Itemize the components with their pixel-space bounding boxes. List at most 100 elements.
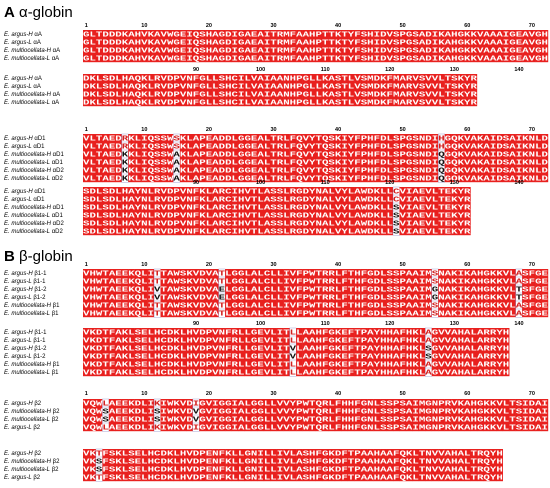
residue-cell xyxy=(154,150,161,159)
residue: S xyxy=(328,144,335,152)
residue-cell xyxy=(276,150,284,159)
residue-cell xyxy=(160,150,168,159)
residue-cell xyxy=(83,38,90,47)
residue: K xyxy=(522,144,529,152)
residue-cell xyxy=(431,142,439,151)
residue: A xyxy=(483,152,490,160)
residue-cell xyxy=(296,46,303,55)
residue: V xyxy=(425,76,432,84)
residue-cell xyxy=(347,38,355,47)
residue-cell xyxy=(457,134,465,143)
residue-cell xyxy=(302,38,310,47)
residue: I xyxy=(432,40,438,48)
residue-cell xyxy=(95,158,103,167)
residue: F xyxy=(354,32,361,40)
sequence-name: E. multiocellata-H αA xyxy=(4,48,60,54)
residue-cell xyxy=(134,150,142,159)
residue-cell xyxy=(289,38,297,47)
residue-cell xyxy=(263,54,271,63)
sequence-name: E. multiocellata-H β2 xyxy=(4,409,60,415)
residue-cell xyxy=(128,150,135,159)
residue-cell xyxy=(431,46,439,55)
residue-cell xyxy=(418,98,426,107)
residue: G xyxy=(458,48,465,56)
residue: D xyxy=(83,100,90,108)
residue-cell xyxy=(154,38,161,47)
residue-cell xyxy=(464,30,471,39)
residue: G xyxy=(173,48,180,56)
residue-cell xyxy=(231,54,239,63)
residue-cell xyxy=(489,30,497,39)
residue: P xyxy=(199,136,206,144)
residue-cell xyxy=(431,98,439,107)
residue: T xyxy=(322,32,329,40)
sequence-name: E. argus-L β1-2 xyxy=(4,295,46,301)
residue: P xyxy=(399,144,406,152)
panel-name: α-globin xyxy=(19,4,73,21)
residue: A xyxy=(257,92,264,100)
residue-cell xyxy=(528,38,536,47)
residue-cell xyxy=(238,82,245,91)
residue: E xyxy=(516,32,523,40)
residue: V xyxy=(161,40,168,48)
residue: E xyxy=(251,152,258,160)
residue-cell xyxy=(309,98,316,107)
residue-cell xyxy=(128,46,135,55)
residue: G xyxy=(173,32,180,40)
residue: T xyxy=(341,32,348,40)
residue-cell xyxy=(502,142,510,151)
residue: A xyxy=(212,56,219,64)
ruler-number: 20 xyxy=(206,23,212,29)
residue-cell xyxy=(276,82,284,91)
residue-cell xyxy=(173,54,181,63)
residue: L xyxy=(264,152,271,160)
residue: P xyxy=(173,92,180,100)
residue: H xyxy=(367,48,373,56)
residue-cell xyxy=(289,142,297,151)
residue: A xyxy=(257,76,264,84)
residue: D xyxy=(109,76,116,84)
species: E. multiocellata-L xyxy=(4,370,50,376)
residue-cell xyxy=(373,82,381,91)
residue-cell xyxy=(199,30,206,39)
residue: H xyxy=(206,40,212,48)
residue-cell xyxy=(399,134,407,143)
residue: P xyxy=(361,136,368,144)
residue: L xyxy=(89,40,96,48)
residue-cell xyxy=(386,74,394,83)
residue: G xyxy=(173,56,180,64)
residue-cell xyxy=(83,150,90,159)
residue-cell xyxy=(225,74,232,83)
residue-cell xyxy=(166,90,174,99)
residue: D xyxy=(109,40,116,48)
residue: N xyxy=(283,76,289,84)
residue: D xyxy=(380,152,387,160)
residue: Q xyxy=(451,144,458,152)
residue: K xyxy=(322,100,329,108)
residue-cell xyxy=(102,54,110,63)
residue-cell xyxy=(393,142,400,151)
residue: S xyxy=(451,76,458,84)
residue: A xyxy=(445,40,452,48)
ruler-number: 10 xyxy=(141,127,147,133)
residue: R xyxy=(122,136,129,144)
residue: E xyxy=(109,144,116,152)
residue: H xyxy=(451,48,457,56)
residue: M xyxy=(367,84,374,92)
residue-cell xyxy=(102,82,110,91)
residue-cell xyxy=(257,134,265,143)
residue: A xyxy=(303,56,310,64)
residue: V xyxy=(180,76,187,84)
residue: I xyxy=(432,56,438,64)
residue: K xyxy=(141,92,148,100)
residue: P xyxy=(399,40,406,48)
residue-cell xyxy=(412,38,420,47)
residue: Y xyxy=(348,152,355,160)
residue-cell xyxy=(483,38,491,47)
residue-cell xyxy=(199,74,206,83)
residue: H xyxy=(438,144,444,152)
residue: K xyxy=(322,84,329,92)
residue: Q xyxy=(193,32,200,40)
